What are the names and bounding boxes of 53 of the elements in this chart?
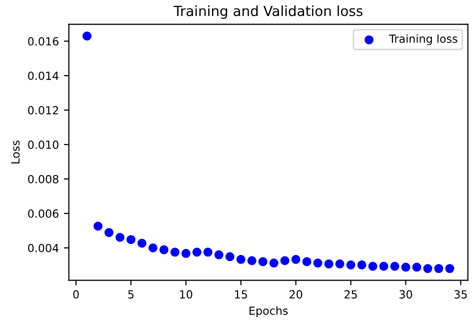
x-axis-title: Epochs (250, 306, 288, 318)
point (214, 250, 224, 260)
point (236, 254, 246, 264)
point (412, 262, 422, 272)
x-tick-label: 10 (180, 290, 192, 299)
legend-label: Training loss (389, 34, 458, 46)
point (313, 258, 322, 268)
point (434, 264, 444, 274)
point (170, 248, 180, 257)
y-tick-label: 0.004 (28, 244, 59, 252)
point (357, 260, 366, 270)
point (181, 248, 190, 258)
point (291, 254, 300, 264)
y-tick-label: 0.010 (28, 140, 58, 149)
point (269, 258, 278, 268)
point (379, 262, 388, 271)
point (115, 232, 124, 242)
point (104, 228, 114, 238)
x-tick-label: 20 (290, 290, 302, 299)
point (148, 243, 158, 252)
y-tick-label: 0.014 (28, 72, 59, 80)
point (94, 222, 102, 231)
y-tick-label: 0.006 (28, 209, 58, 218)
point (335, 259, 344, 268)
point (82, 32, 92, 41)
point (346, 260, 356, 270)
x-tick-label: 15 (235, 290, 247, 299)
point (225, 252, 234, 262)
point (368, 262, 378, 271)
y-tick-label: 0.012 (28, 106, 58, 114)
point (401, 262, 410, 272)
point (203, 248, 212, 257)
x-tick-label: 0 (73, 290, 79, 299)
point (324, 259, 334, 268)
y-tick-label: 0.016 (28, 37, 58, 46)
point (302, 257, 312, 266)
point (258, 257, 268, 266)
y-tick-label: 0.008 (28, 174, 58, 184)
point (445, 264, 454, 274)
x-tick-label: 35 (454, 290, 467, 299)
y-axis-title: Loss (11, 140, 20, 164)
chart-title: Training and Validation loss (174, 5, 362, 19)
point (390, 262, 400, 271)
point (280, 256, 290, 266)
point (126, 235, 136, 244)
point (192, 248, 202, 257)
point (423, 264, 432, 274)
x-tick-label: 25 (344, 290, 357, 299)
x-tick-label: 30 (400, 290, 412, 299)
x-tick-label: 5 (128, 290, 134, 299)
point (137, 238, 146, 248)
point (247, 256, 256, 266)
point (159, 245, 168, 254)
